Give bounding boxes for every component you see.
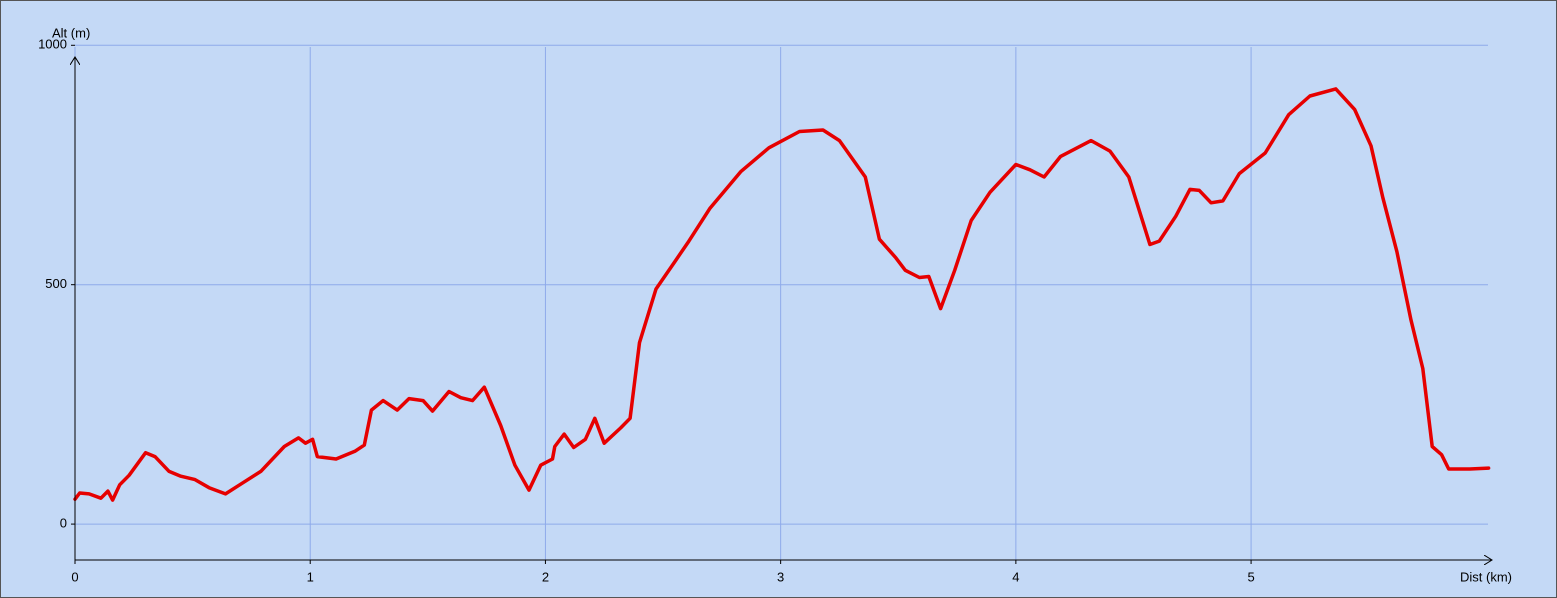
elevation-line [73, 87, 1491, 502]
x-axis-label: Dist (km) [1460, 569, 1512, 584]
x-tick-label: 5 [1247, 569, 1254, 584]
y-tick-label: 500 [45, 276, 67, 291]
x-tick-label: 2 [542, 569, 549, 584]
x-tick-label: 3 [777, 569, 784, 584]
y-axis-label: Alt (m) [52, 25, 90, 40]
y-tick-label: 0 [60, 516, 67, 531]
plot [73, 87, 1491, 502]
x-tick-label: 4 [1012, 569, 1019, 584]
x-tick-label: 0 [71, 569, 78, 584]
x-tick-label: 1 [307, 569, 314, 584]
y-tick-label: 1000 [38, 37, 67, 52]
